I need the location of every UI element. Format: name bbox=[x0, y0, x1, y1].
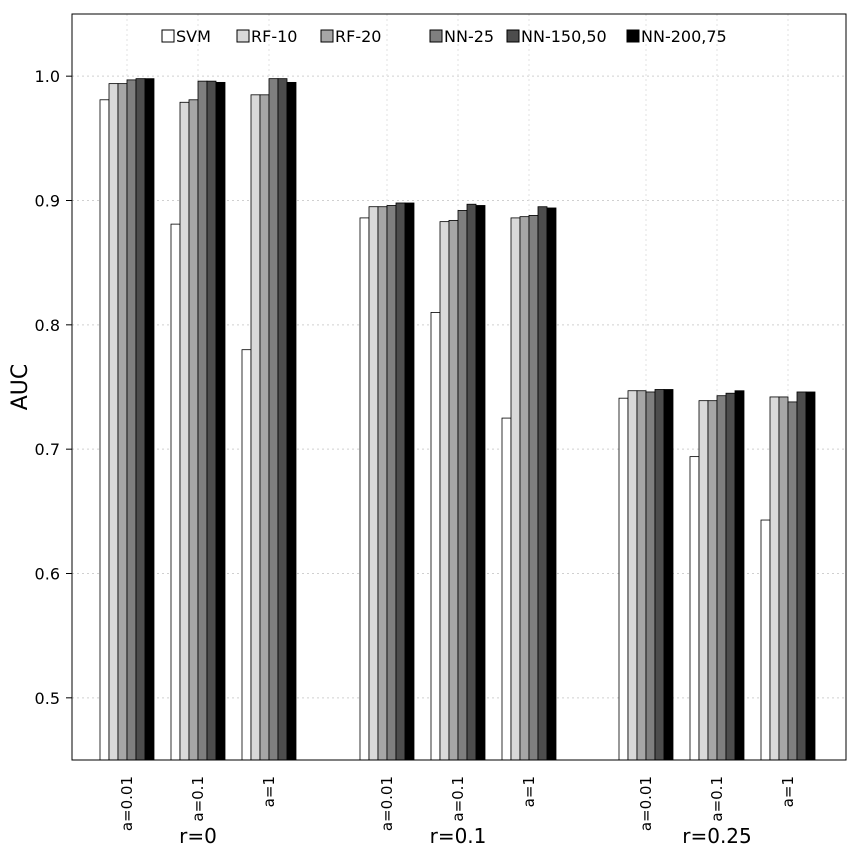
bar bbox=[404, 202, 415, 761]
category-label: a=1 bbox=[520, 776, 538, 807]
bar bbox=[359, 217, 370, 761]
y-tick-label: 0.9 bbox=[35, 192, 60, 211]
bar bbox=[439, 221, 450, 761]
bar bbox=[519, 216, 530, 761]
bar bbox=[627, 390, 638, 761]
legend-label: RF-10 bbox=[251, 27, 297, 46]
bar bbox=[805, 391, 816, 761]
legend: SVM RF-10 RF-20 NN-25 NN-150,50 NN-200,75 bbox=[161, 27, 727, 46]
group-label: r=0 bbox=[179, 824, 217, 848]
category-label: a=0.01 bbox=[378, 776, 396, 831]
bar bbox=[707, 400, 718, 761]
bar bbox=[170, 223, 181, 761]
y-axis-title: AUC bbox=[8, 364, 33, 411]
bar bbox=[778, 396, 789, 761]
legend-label: NN-25 bbox=[444, 27, 494, 46]
bar bbox=[377, 206, 388, 761]
legend-label: RF-20 bbox=[335, 27, 381, 46]
bar bbox=[510, 217, 521, 761]
category-label: a=1 bbox=[260, 776, 278, 807]
bar bbox=[395, 202, 406, 761]
group-label: r=0.25 bbox=[682, 824, 752, 848]
bar bbox=[430, 311, 441, 761]
category-label: a=0.01 bbox=[637, 776, 655, 831]
bar bbox=[760, 519, 771, 761]
x-axis-labels: a=0.01 a=0.1 a=1 r=0 a=0.01 a=0.1 a=1 r=0.1 a=0.… bbox=[118, 776, 797, 848]
bar bbox=[179, 101, 190, 761]
bar bbox=[537, 206, 548, 761]
bar bbox=[135, 78, 146, 761]
bar bbox=[796, 391, 807, 761]
bar bbox=[386, 205, 397, 761]
legend-swatch bbox=[320, 29, 334, 43]
bar bbox=[241, 349, 252, 761]
legend-swatch bbox=[429, 29, 443, 43]
bar bbox=[654, 389, 665, 761]
bar bbox=[787, 401, 798, 761]
bar bbox=[144, 78, 155, 761]
bar bbox=[475, 205, 486, 761]
category-label: a=1 bbox=[779, 776, 797, 807]
bar bbox=[663, 389, 674, 761]
y-tick-label: 0.8 bbox=[35, 316, 60, 335]
category-label: a=0.1 bbox=[189, 776, 207, 822]
legend-swatch bbox=[236, 29, 250, 43]
bar bbox=[197, 80, 208, 761]
bar bbox=[286, 81, 297, 761]
bar bbox=[716, 395, 727, 761]
y-tick-label: 1.0 bbox=[35, 67, 60, 86]
bar bbox=[188, 99, 199, 761]
y-axis: 0.5 0.6 0.7 0.8 0.9 1.0 bbox=[35, 67, 72, 708]
y-tick-label: 0.7 bbox=[35, 440, 60, 459]
bar bbox=[99, 99, 110, 761]
bar bbox=[725, 392, 736, 761]
legend-label: NN-150,50 bbox=[521, 27, 607, 46]
bar bbox=[448, 219, 459, 761]
bar bbox=[368, 206, 379, 761]
bar bbox=[126, 79, 137, 761]
bar bbox=[546, 207, 557, 761]
bar bbox=[466, 203, 477, 761]
bar bbox=[268, 78, 279, 761]
bar bbox=[259, 94, 270, 761]
group-label: r=0.1 bbox=[430, 824, 487, 848]
bar bbox=[108, 83, 119, 761]
bar bbox=[457, 210, 468, 761]
bar bbox=[117, 83, 128, 761]
category-label: a=0.01 bbox=[118, 776, 136, 831]
legend-swatch bbox=[506, 29, 520, 43]
category-label: a=0.1 bbox=[708, 776, 726, 822]
legend-swatch bbox=[626, 29, 640, 43]
plot-frame bbox=[71, 13, 847, 761]
y-tick-label: 0.5 bbox=[35, 689, 60, 708]
bar bbox=[636, 390, 647, 761]
legend-swatch bbox=[161, 29, 175, 43]
bar bbox=[645, 391, 656, 761]
bar bbox=[206, 80, 217, 761]
bar bbox=[528, 215, 539, 761]
bar bbox=[698, 400, 709, 761]
category-label: a=0.1 bbox=[449, 776, 467, 822]
legend-label: NN-200,75 bbox=[641, 27, 727, 46]
bar bbox=[215, 81, 226, 761]
legend-label: SVM bbox=[176, 27, 211, 46]
bar bbox=[734, 390, 745, 761]
y-tick-label: 0.6 bbox=[35, 565, 60, 584]
bar bbox=[689, 456, 700, 761]
bar bbox=[277, 78, 288, 761]
bar bbox=[501, 417, 512, 761]
bar bbox=[250, 94, 261, 761]
bar bbox=[618, 397, 629, 761]
bars bbox=[99, 78, 816, 761]
bar bbox=[769, 396, 780, 761]
